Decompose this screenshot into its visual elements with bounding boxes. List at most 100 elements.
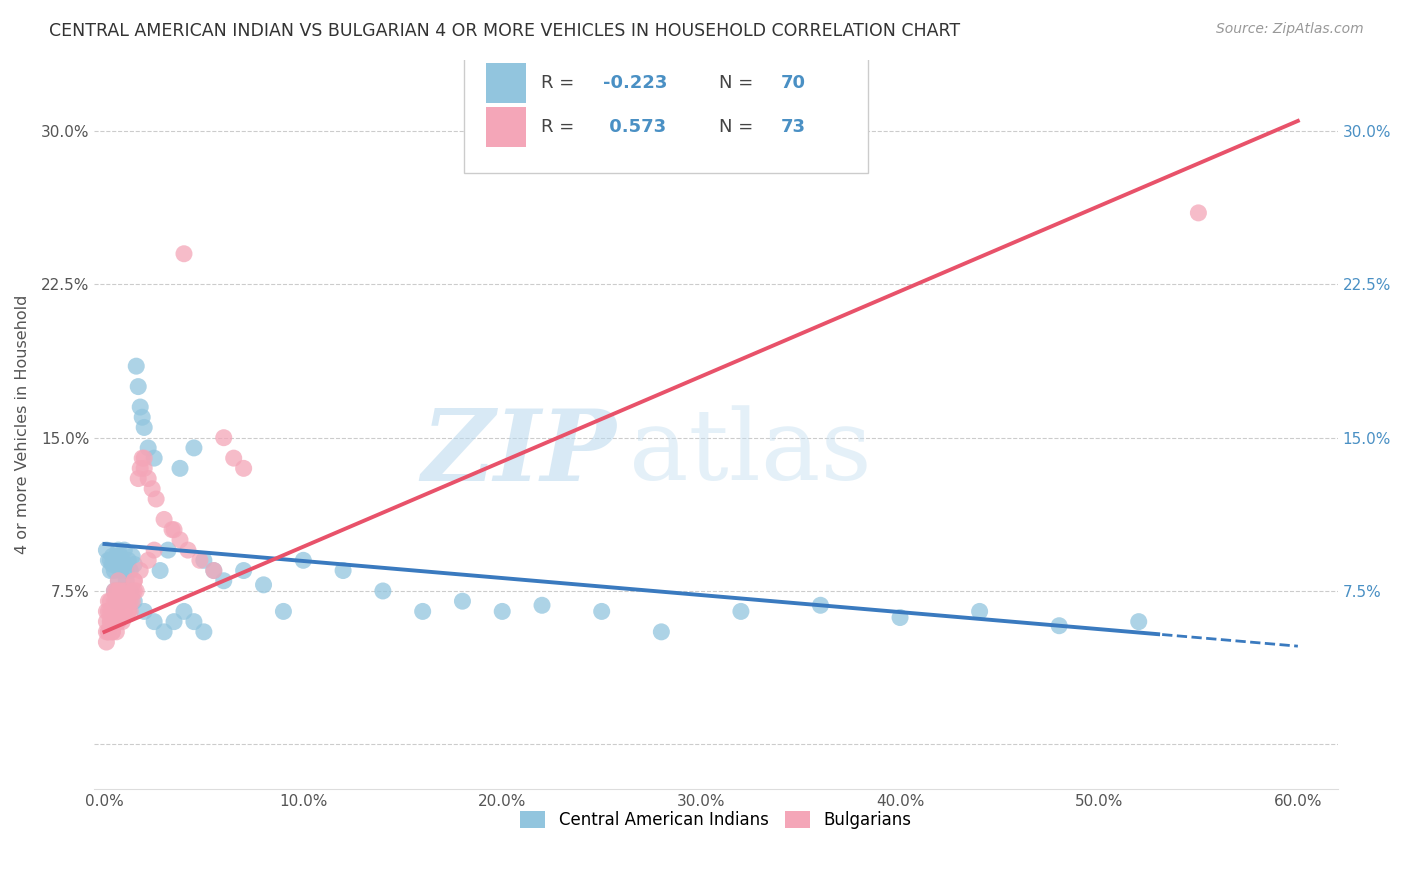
Point xyxy=(110,594,132,608)
Point xyxy=(129,461,152,475)
Point xyxy=(120,604,142,618)
Point xyxy=(188,553,211,567)
Point xyxy=(412,604,434,618)
Point xyxy=(96,635,118,649)
Point xyxy=(136,472,159,486)
Point xyxy=(125,359,148,373)
Point xyxy=(491,604,513,618)
Point xyxy=(111,594,134,608)
Point xyxy=(202,564,225,578)
FancyBboxPatch shape xyxy=(464,45,868,173)
Point xyxy=(96,604,118,618)
Text: N =: N = xyxy=(718,74,759,92)
Point xyxy=(117,604,139,618)
Point xyxy=(111,604,134,618)
Point xyxy=(169,533,191,547)
Point xyxy=(129,400,152,414)
Point xyxy=(111,594,134,608)
Text: 0.573: 0.573 xyxy=(603,118,666,136)
Point xyxy=(112,558,135,572)
Point xyxy=(105,584,128,599)
Point xyxy=(100,553,122,567)
Point xyxy=(122,574,145,588)
Point xyxy=(103,604,125,618)
Point xyxy=(141,482,163,496)
Point xyxy=(120,564,142,578)
Point xyxy=(143,543,166,558)
Point xyxy=(107,604,129,618)
Point xyxy=(97,624,120,639)
Point xyxy=(332,564,354,578)
Point xyxy=(111,553,134,567)
Point xyxy=(134,461,156,475)
Point xyxy=(143,451,166,466)
Point xyxy=(115,564,138,578)
Point xyxy=(969,604,991,618)
Point xyxy=(112,584,135,599)
Point xyxy=(97,594,120,608)
Point xyxy=(122,594,145,608)
Point xyxy=(889,610,911,624)
Point xyxy=(177,543,200,558)
Point xyxy=(101,624,124,639)
Text: R =: R = xyxy=(541,74,579,92)
Point xyxy=(105,549,128,564)
Point xyxy=(134,604,156,618)
Text: 70: 70 xyxy=(780,74,806,92)
Point xyxy=(131,410,153,425)
Text: Source: ZipAtlas.com: Source: ZipAtlas.com xyxy=(1216,22,1364,37)
Point xyxy=(591,604,613,618)
Point xyxy=(157,543,180,558)
Point xyxy=(650,624,672,639)
Text: -0.223: -0.223 xyxy=(603,74,668,92)
Point xyxy=(143,615,166,629)
Point xyxy=(110,604,132,618)
Point xyxy=(100,615,122,629)
Point xyxy=(115,574,138,588)
Point xyxy=(105,604,128,618)
Point xyxy=(110,549,132,564)
Point xyxy=(149,564,172,578)
Point xyxy=(232,564,254,578)
Point xyxy=(97,553,120,567)
Point xyxy=(110,584,132,599)
Point xyxy=(122,558,145,572)
Point xyxy=(101,604,124,618)
Point xyxy=(530,599,553,613)
Point xyxy=(122,584,145,599)
Point xyxy=(273,604,295,618)
Bar xyxy=(486,63,526,103)
Point xyxy=(129,564,152,578)
Point xyxy=(107,543,129,558)
Point xyxy=(107,574,129,588)
Point xyxy=(100,594,122,608)
Point xyxy=(103,584,125,599)
Point xyxy=(292,553,315,567)
Point xyxy=(163,615,186,629)
Point xyxy=(131,451,153,466)
Point xyxy=(101,549,124,564)
Point xyxy=(120,594,142,608)
Point xyxy=(1187,206,1209,220)
Point xyxy=(127,472,149,486)
Point xyxy=(120,584,142,599)
Point xyxy=(134,420,156,434)
Y-axis label: 4 or more Vehicles in Household: 4 or more Vehicles in Household xyxy=(15,294,30,554)
Point xyxy=(451,594,474,608)
Point xyxy=(136,553,159,567)
Point xyxy=(222,451,245,466)
Point xyxy=(100,564,122,578)
Point xyxy=(134,451,156,466)
Point xyxy=(97,604,120,618)
Point xyxy=(121,549,143,564)
Point xyxy=(101,624,124,639)
Point xyxy=(112,604,135,618)
Point xyxy=(232,461,254,475)
Point xyxy=(101,615,124,629)
Point xyxy=(100,604,122,618)
Point xyxy=(153,624,176,639)
Point xyxy=(101,558,124,572)
Point xyxy=(193,624,215,639)
Point xyxy=(110,564,132,578)
Text: CENTRAL AMERICAN INDIAN VS BULGARIAN 4 OR MORE VEHICLES IN HOUSEHOLD CORRELATION: CENTRAL AMERICAN INDIAN VS BULGARIAN 4 O… xyxy=(49,22,960,40)
